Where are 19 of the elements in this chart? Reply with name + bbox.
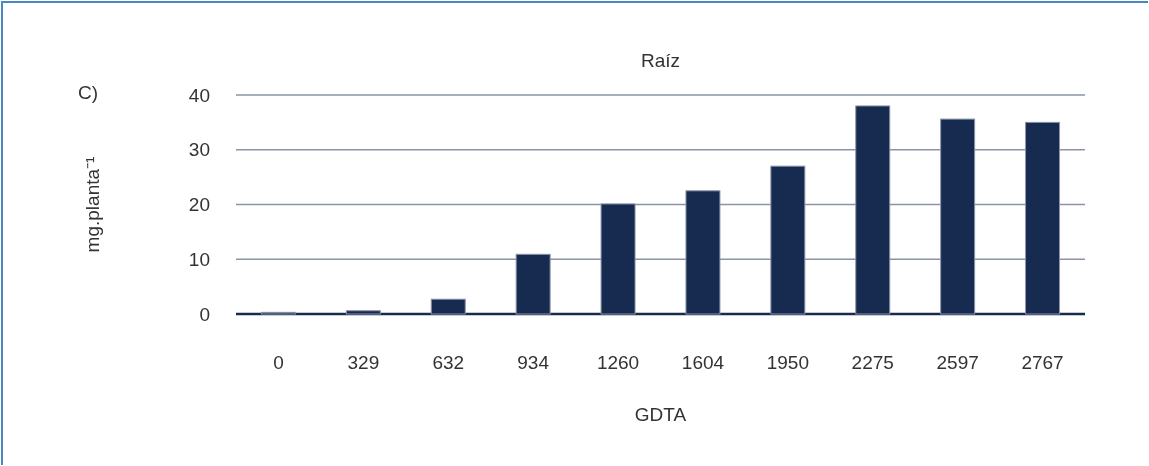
text: C) <box>78 82 99 103</box>
y-tick-label: 40 <box>188 84 210 106</box>
x-tick-label: 934 <box>517 352 550 374</box>
y-tick-label: 0 <box>199 303 210 325</box>
chart-title: Raíz <box>640 50 681 71</box>
x-tick-label: 1604 <box>681 352 725 374</box>
x-axis-title: GDTA <box>634 404 687 425</box>
x-tick-label: 2767 <box>1021 352 1064 374</box>
y-tick-label: 10 <box>188 248 210 270</box>
x-tick-label: 2275 <box>851 352 894 374</box>
x-tick-label: 0 <box>273 352 284 374</box>
x-tick-label: 329 <box>347 352 380 374</box>
x-tick-label: 2597 <box>936 352 979 374</box>
x-tick-label: 632 <box>432 352 465 374</box>
y-tick-label: 20 <box>188 194 210 216</box>
x-tick-label: 1950 <box>766 352 809 374</box>
y-tick-label: 30 <box>188 139 210 161</box>
y-axis-title: mg.planta⁻¹ <box>82 156 103 253</box>
x-tick-label: 1260 <box>596 352 640 374</box>
